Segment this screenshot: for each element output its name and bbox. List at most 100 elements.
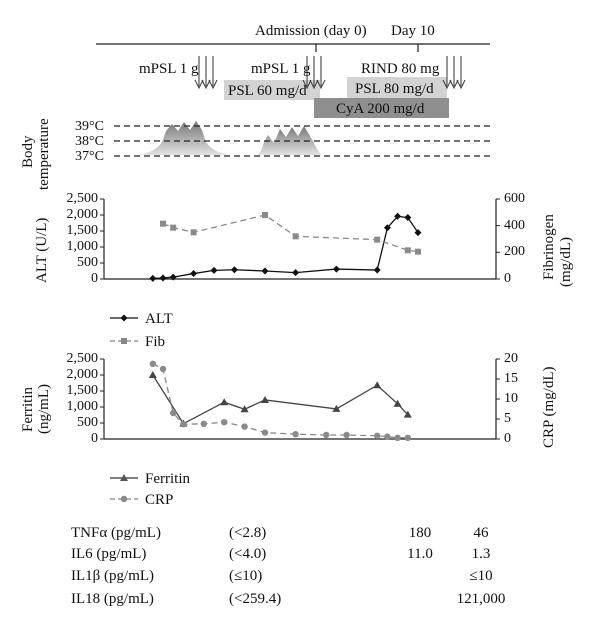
admission-label: Admission (day 0) — [255, 23, 367, 39]
ferritin-ticks — [100, 358, 500, 440]
legend-crp-label: CRP — [145, 492, 173, 508]
crp-point-1 — [159, 365, 167, 373]
pulse-arrow-1-1-head — [309, 79, 319, 90]
cytokine-name-il1b: IL1β (pg/mL) — [71, 568, 154, 584]
cytokine-ref-il6: (<4.0) — [229, 546, 266, 562]
cytokine-name-tnfa: TNFα (pg/mL) — [71, 525, 161, 541]
cytokine-ref-tnfa: (<2.8) — [229, 525, 266, 541]
fib-series-line — [162, 214, 419, 253]
ferritin-point-6 — [373, 381, 382, 389]
fib-ytick-200: 200 — [504, 244, 525, 259]
day10-label: Day 10 — [391, 23, 435, 39]
cytokine-v1-il6: 11.0 — [407, 546, 433, 562]
psl80-bar — [347, 77, 447, 98]
ferritin-ytick-2500: 2,500 — [67, 351, 99, 366]
ferritin-point-2 — [220, 398, 229, 406]
fib-y-label-line1: Fibrinogen — [541, 214, 557, 280]
mpsl-label-1: mPSL 1 g — [139, 61, 199, 77]
timeline-header: Admission (day 0) Day 10 mPSL 1 g mPSL 1… — [96, 23, 490, 118]
alt-point-10 — [383, 224, 391, 232]
pulse-arrow-0-2-head — [208, 79, 218, 90]
cytokine-name-il18: IL18 (pg/mL) — [71, 591, 154, 607]
crp-y-label: CRP (mg/dL) — [541, 366, 557, 448]
ferritin-point-5 — [332, 404, 341, 412]
cytokine-ref-il1b: (≤10) — [229, 568, 262, 584]
alt-point-8 — [332, 265, 340, 273]
fib-ytick-400: 400 — [504, 218, 525, 233]
crp-ytick-10: 10 — [504, 391, 518, 406]
legend-crp-marker — [120, 495, 128, 503]
ferritin-ytick-0: 0 — [91, 431, 98, 446]
ferritin-ytick-1000: 1,000 — [67, 399, 99, 414]
pulse-arrow-2-2-head — [456, 79, 466, 90]
temp-level-39: 39°C — [75, 119, 104, 134]
fib-point-5 — [374, 236, 381, 243]
pulse-arrow-1-0-head — [302, 79, 312, 90]
mpsl-label-2: mPSL 1 g — [251, 61, 311, 77]
alt-point-5 — [230, 266, 238, 274]
cytokine-table: TNFα (pg/mL) (<2.8) 180 46 IL6 (pg/mL) (… — [71, 525, 505, 607]
cytokine-v2-il18: 121,000 — [457, 591, 506, 607]
ferritin-ytick-1500: 1,500 — [67, 383, 99, 398]
alt-ytick-2000: 2,000 — [67, 207, 99, 222]
pulse-arrow-2-1-head — [449, 79, 459, 90]
crp-point-12 — [384, 433, 391, 440]
alt-point-11 — [394, 212, 402, 220]
ferritin-point-8 — [403, 410, 412, 418]
cytokine-name-il6: IL6 (pg/mL) — [71, 546, 146, 562]
alt-ticks — [100, 198, 500, 280]
fib-point-0 — [160, 220, 166, 227]
temperature-label-line1: Body — [20, 135, 36, 168]
alt-point-13 — [414, 229, 422, 237]
fever-episode-1 — [138, 121, 230, 155]
alt-point-2 — [169, 273, 177, 281]
cya-bar — [314, 98, 449, 118]
alt-fib-chart: 2,500 2,000 1,500 1,000 500 0 600 400 20… — [34, 191, 574, 350]
alt-point-3 — [190, 270, 198, 278]
alt-ytick-1500: 1,500 — [67, 223, 99, 238]
alt-point-9 — [373, 266, 381, 274]
ferritin-ytick-500: 500 — [77, 415, 98, 430]
alt-point-6 — [261, 267, 269, 275]
alt-point-12 — [404, 214, 412, 222]
crp-point-10 — [343, 431, 350, 439]
legend-alt-label: ALT — [145, 311, 173, 327]
crp-point-14 — [404, 434, 411, 441]
cytokine-v1-tnfa: 180 — [409, 525, 432, 541]
pulse-arrow-0-1-head — [201, 79, 211, 90]
crp-point-0 — [149, 360, 156, 367]
fib-point-3 — [262, 212, 268, 218]
crp-point-7 — [261, 429, 269, 436]
temp-level-38: 38°C — [75, 134, 104, 149]
crp-ytick-15: 15 — [504, 371, 518, 386]
temperature-label-line2: temperature — [36, 118, 52, 190]
psl60-bar — [224, 80, 320, 100]
ferritin-y-label-line1: Ferritin — [20, 387, 36, 432]
ferritin-ytick-2000: 2,000 — [67, 367, 99, 382]
pulse-arrow-1-2-head — [316, 79, 326, 90]
pulse-arrow-2-0-head — [442, 79, 452, 90]
temp-level-37: 37°C — [75, 149, 104, 164]
crp-point-11 — [374, 432, 381, 439]
ferritin-point-7 — [393, 399, 402, 407]
crp-ytick-0: 0 — [504, 431, 511, 446]
crp-point-6 — [241, 423, 248, 430]
fib-ytick-0: 0 — [504, 271, 511, 286]
alt-ytick-2500: 2,500 — [67, 191, 99, 206]
crp-ytick-5: 5 — [504, 411, 511, 426]
psl60-label: PSL 60 mg/d — [228, 83, 307, 99]
alt-point-7 — [292, 269, 300, 277]
alt-point-4 — [210, 266, 218, 274]
cytokine-v2-il1b: ≤10 — [469, 568, 492, 584]
ferritin-y-label-line2: (ng/mL) — [36, 384, 52, 434]
crp-point-9 — [323, 431, 330, 439]
crp-ytick-20: 20 — [504, 351, 518, 366]
crp-series-line — [152, 363, 408, 439]
temperature-panel: Body temperature 39°C 38°C 37°C — [20, 118, 490, 190]
alt-ytick-0: 0 — [91, 271, 98, 286]
ferritin-series-line — [152, 374, 409, 425]
ferritin-point-0 — [148, 371, 157, 378]
rind-label: RIND 80 mg — [361, 61, 440, 77]
crp-point-8 — [292, 431, 299, 438]
